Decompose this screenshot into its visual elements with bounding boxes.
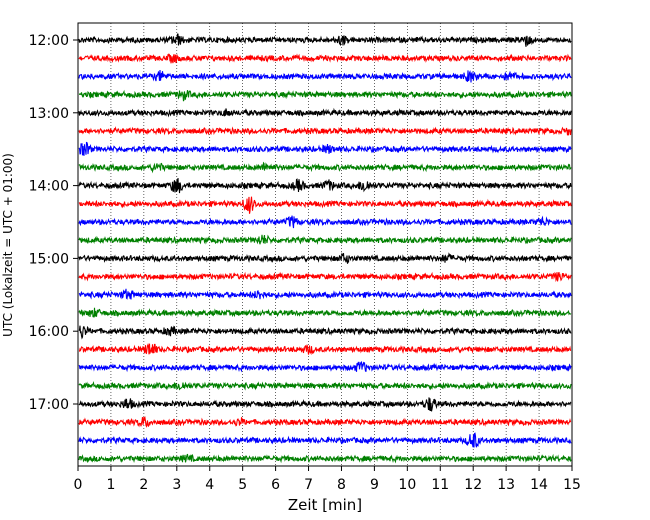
- x-tick-label: 13: [497, 477, 515, 493]
- x-tick-label: 4: [205, 477, 214, 493]
- trace-1645: [78, 380, 572, 391]
- y-tick-label: 17:00: [29, 397, 69, 413]
- vertical-gridlines: [110, 23, 540, 466]
- x-tick-label: 0: [74, 477, 83, 493]
- trace-1415: [78, 196, 572, 214]
- x-tick-label: 1: [106, 477, 115, 493]
- trace-1200: [78, 33, 572, 47]
- seismogram-traces: [78, 33, 572, 464]
- x-tick-label: 8: [337, 477, 346, 493]
- x-tick-label: 7: [304, 477, 313, 493]
- y-tick-label: 16:00: [29, 324, 69, 340]
- trace-1730: [78, 432, 572, 448]
- trace-1445: [78, 234, 572, 245]
- y-axis-ticks: 12:00 13:00 14:00 15:00 16:00 17:00: [29, 33, 78, 413]
- trace-1330: [78, 141, 572, 157]
- trace-1500: [78, 252, 572, 264]
- trace-1515: [78, 271, 572, 283]
- x-axis-ticks: 0 1 2 3 4 5 6 7 8 9 10 11 12 13 14 15: [74, 466, 581, 493]
- y-tick-label: 14:00: [29, 179, 69, 195]
- trace-1715: [78, 416, 572, 428]
- trace-1615: [78, 342, 572, 356]
- trace-1630: [78, 361, 572, 373]
- trace-1430: [78, 215, 572, 229]
- x-tick-label: 9: [370, 477, 379, 493]
- trace-1600: [78, 325, 572, 340]
- x-tick-label: 2: [139, 477, 148, 493]
- plot-background: [78, 23, 572, 466]
- trace-1745: [78, 453, 572, 464]
- trace-1345: [78, 161, 572, 174]
- trace-1245: [79, 89, 572, 102]
- x-tick-label: 15: [563, 477, 581, 493]
- trace-1530: [78, 288, 572, 300]
- x-tick-label: 11: [431, 477, 449, 493]
- x-tick-label: 3: [172, 477, 181, 493]
- y-tick-label: 13:00: [29, 106, 69, 122]
- x-tick-label: 12: [464, 477, 482, 493]
- plot-frame: [77, 22, 573, 467]
- trace-1700: [78, 397, 572, 412]
- trace-1300: [78, 107, 572, 118]
- x-tick-label: 6: [271, 477, 280, 493]
- x-tick-label: 10: [398, 477, 416, 493]
- x-tick-label: 14: [530, 477, 548, 493]
- x-axis-label: Zeit [min]: [288, 496, 362, 514]
- trace-1315: [78, 126, 572, 136]
- trace-1545: [78, 307, 572, 318]
- y-axis-label: UTC (Lokalzeit = UTC + 01:00): [1, 153, 15, 337]
- trace-1400: [78, 178, 572, 194]
- trace-1215: [78, 53, 572, 64]
- x-tick-label: 5: [238, 477, 247, 493]
- y-tick-label: 15:00: [29, 251, 69, 267]
- y-tick-label: 12:00: [29, 33, 69, 49]
- trace-1230: [78, 69, 572, 83]
